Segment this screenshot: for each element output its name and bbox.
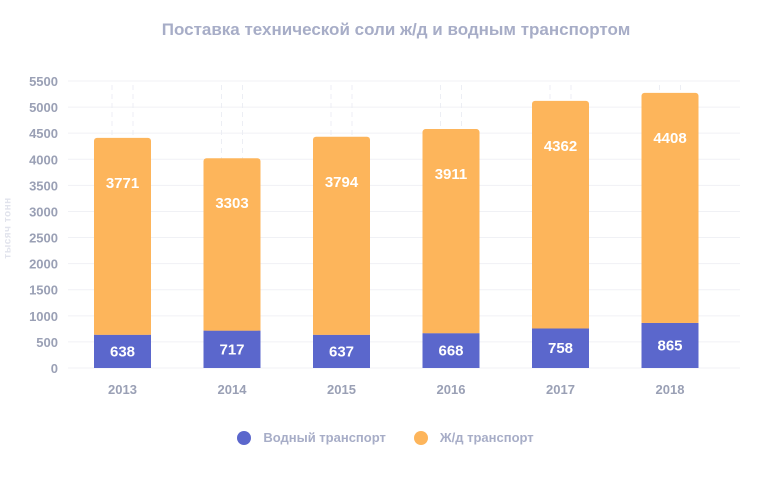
y-tick-label: 3000 bbox=[29, 204, 58, 219]
x-tick-label: 2018 bbox=[656, 382, 685, 397]
bar-rail-base bbox=[313, 330, 370, 335]
legend: Водный транспорт Ж/д транспорт bbox=[0, 430, 771, 445]
legend-label-rail: Ж/д транспорт bbox=[439, 430, 534, 445]
legend-item-water: Водный транспорт bbox=[237, 430, 386, 445]
legend-label-water: Водный транспорт bbox=[263, 430, 386, 445]
y-tick-label: 2500 bbox=[29, 231, 58, 246]
data-label: 3771 bbox=[106, 175, 139, 192]
bar-rail-base bbox=[641, 318, 699, 323]
x-tick-label: 2013 bbox=[108, 382, 137, 397]
x-tick-label: 2015 bbox=[327, 382, 356, 397]
data-label: 668 bbox=[438, 343, 463, 360]
data-label: 637 bbox=[329, 343, 354, 360]
x-tick-label: 2017 bbox=[546, 382, 575, 397]
bar-rail-base bbox=[532, 324, 589, 329]
data-label: 4408 bbox=[653, 130, 686, 147]
legend-swatch-water bbox=[237, 430, 252, 445]
bar-rail-base bbox=[422, 329, 480, 334]
data-label: 758 bbox=[548, 340, 573, 357]
y-tick-label: 1500 bbox=[29, 283, 58, 298]
y-tick-label: 4500 bbox=[29, 126, 58, 141]
legend-swatch-rail bbox=[413, 430, 428, 445]
chart-title: Поставка технической соли ж/д и водным т… bbox=[161, 20, 631, 39]
bar-rail bbox=[641, 92, 699, 323]
data-label: 717 bbox=[219, 341, 244, 358]
y-tick-label: 3500 bbox=[29, 178, 58, 193]
bar-rail bbox=[94, 137, 151, 335]
x-tick-label: 2016 bbox=[437, 382, 466, 397]
bar-rail bbox=[203, 158, 261, 331]
bar-rail bbox=[532, 100, 589, 329]
bar-water bbox=[641, 322, 699, 368]
bar-rail bbox=[422, 129, 480, 334]
y-tick-label: 2000 bbox=[29, 257, 58, 272]
y-tick-label: 500 bbox=[36, 335, 58, 350]
x-tick-label: 2014 bbox=[218, 382, 248, 397]
data-label: 4362 bbox=[544, 138, 577, 155]
bar-water bbox=[203, 330, 261, 368]
data-label: 3303 bbox=[215, 195, 248, 212]
data-label: 865 bbox=[657, 337, 682, 354]
legend-item-rail: Ж/д транспорт bbox=[413, 430, 534, 445]
bar-rail bbox=[313, 136, 370, 335]
bar-water bbox=[313, 334, 370, 368]
y-tick-label: 5000 bbox=[29, 100, 58, 115]
bar-water bbox=[94, 334, 151, 368]
bar-water bbox=[532, 328, 589, 368]
bar-rail-base bbox=[203, 326, 261, 331]
bar-rail-base bbox=[94, 330, 151, 335]
y-tick-label: 0 bbox=[51, 361, 58, 376]
y-tick-label: 1000 bbox=[29, 309, 58, 324]
data-label: 638 bbox=[110, 343, 135, 360]
bar-water bbox=[422, 333, 480, 368]
y-tick-label: 5500 bbox=[29, 74, 58, 89]
y-tick-label: 4000 bbox=[29, 152, 58, 167]
data-label: 3794 bbox=[325, 174, 359, 191]
data-label: 3911 bbox=[435, 166, 468, 183]
